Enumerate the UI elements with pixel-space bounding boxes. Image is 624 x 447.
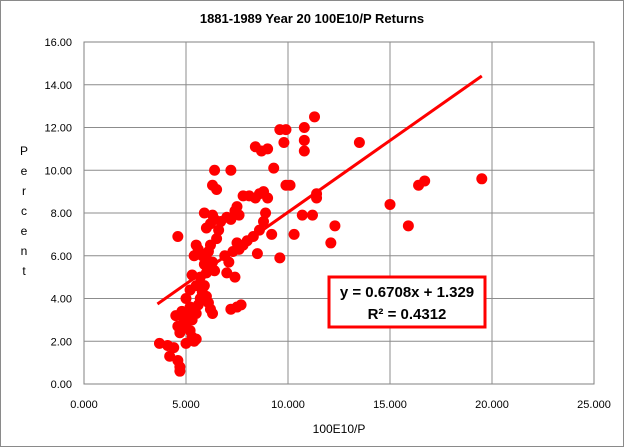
x-axis-label: 100E10/P bbox=[313, 422, 366, 436]
data-point bbox=[184, 284, 196, 296]
data-point bbox=[198, 280, 210, 292]
data-point bbox=[329, 220, 341, 232]
x-tick-label: 20.000 bbox=[475, 399, 509, 411]
data-point bbox=[223, 256, 235, 268]
y-tick-label: 14.00 bbox=[44, 80, 72, 92]
annotation-box bbox=[327, 275, 487, 329]
data-point bbox=[164, 350, 176, 362]
data-point bbox=[221, 267, 233, 279]
data-point bbox=[168, 342, 180, 354]
data-point bbox=[280, 124, 292, 136]
data-point bbox=[274, 252, 286, 264]
y-axis-label-letter: P bbox=[20, 144, 28, 158]
equation-text: y = 0.6708x + 1.329 bbox=[340, 284, 474, 301]
x-tick-label: 15.000 bbox=[373, 399, 407, 411]
data-point bbox=[284, 179, 296, 191]
chart-title: 1881-1989 Year 20 100E10/P Returns bbox=[200, 11, 424, 26]
data-point bbox=[190, 307, 202, 319]
data-point bbox=[298, 145, 310, 157]
tick-labels: 0.000 5.000 10.000 15.000 20.000 25.000 0.00 2.… bbox=[44, 37, 610, 411]
data-point bbox=[198, 207, 210, 219]
y-tick-label: 6.00 bbox=[51, 251, 72, 263]
data-point bbox=[296, 209, 308, 221]
x-tick-label: 0.000 bbox=[70, 399, 98, 411]
data-point bbox=[231, 201, 243, 213]
data-point bbox=[306, 209, 318, 221]
data-point bbox=[262, 192, 274, 204]
data-point bbox=[353, 136, 365, 148]
data-point bbox=[211, 233, 223, 245]
data-point bbox=[419, 175, 431, 187]
data-point bbox=[174, 365, 186, 377]
data-point bbox=[229, 271, 241, 283]
y-axis-label-letter: e bbox=[21, 164, 28, 178]
x-tick-label: 5.000 bbox=[172, 399, 200, 411]
y-tick-label: 2.00 bbox=[51, 336, 72, 348]
data-point bbox=[225, 164, 237, 176]
data-point bbox=[172, 231, 184, 243]
data-point bbox=[476, 173, 488, 185]
data-point bbox=[288, 228, 300, 240]
data-point bbox=[180, 293, 192, 304]
data-point bbox=[180, 337, 192, 349]
y-axis-label-letter: n bbox=[21, 244, 28, 258]
y-tick-label: 10.00 bbox=[44, 165, 72, 177]
data-point bbox=[211, 183, 223, 195]
r-squared-text: R² = 0.4312 bbox=[368, 306, 447, 323]
data-point bbox=[278, 136, 290, 148]
y-tick-label: 0.00 bbox=[51, 379, 72, 391]
x-tick-label: 10.000 bbox=[271, 399, 305, 411]
y-axis-label-letter: t bbox=[22, 264, 26, 278]
y-tick-label: 4.00 bbox=[51, 294, 72, 306]
data-point bbox=[184, 325, 196, 337]
data-point bbox=[207, 307, 219, 319]
data-point bbox=[260, 207, 272, 219]
regression-annotation: y = 0.6708x + 1.329 R² = 0.4312 bbox=[327, 275, 487, 329]
y-axis-label-letter: c bbox=[21, 204, 27, 218]
data-point bbox=[251, 248, 263, 260]
data-point bbox=[325, 237, 337, 249]
y-tick-label: 8.00 bbox=[51, 208, 72, 220]
data-point bbox=[266, 228, 278, 240]
y-tick-label: 12.00 bbox=[44, 123, 72, 135]
data-point bbox=[262, 143, 274, 155]
data-point bbox=[298, 122, 310, 133]
data-point bbox=[209, 265, 221, 277]
data-point bbox=[209, 164, 221, 176]
y-tick-label: 16.00 bbox=[44, 37, 72, 49]
data-point bbox=[402, 220, 414, 232]
y-axis-label-letter: r bbox=[22, 184, 26, 198]
data-point bbox=[298, 134, 310, 146]
data-point bbox=[213, 224, 225, 236]
y-axis-label-letter: e bbox=[21, 224, 28, 238]
data-point bbox=[221, 211, 233, 223]
data-point bbox=[258, 216, 270, 228]
x-tick-label: 25.000 bbox=[577, 399, 611, 411]
data-point bbox=[384, 198, 396, 210]
trendline bbox=[156, 74, 483, 306]
data-point bbox=[190, 333, 202, 345]
data-points bbox=[153, 111, 488, 377]
data-point bbox=[268, 162, 280, 174]
data-point bbox=[309, 111, 321, 123]
data-point bbox=[200, 222, 212, 234]
data-point bbox=[235, 299, 247, 311]
data-point bbox=[233, 209, 245, 221]
